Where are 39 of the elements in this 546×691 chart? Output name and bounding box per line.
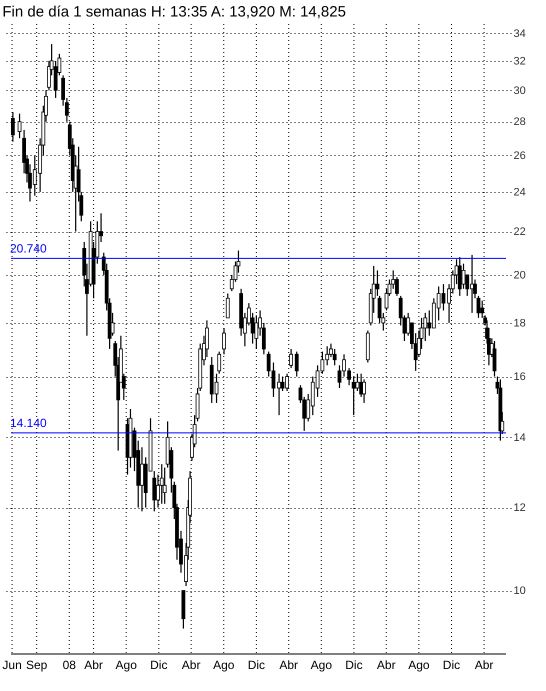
x-tick-label: Abr: [376, 658, 396, 672]
y-tick-label: 28: [514, 116, 526, 128]
y-tick-label: 26: [514, 150, 526, 162]
x-tick-label: Abr: [182, 658, 200, 672]
x-tick-label: Abr: [474, 658, 494, 672]
y-tick-label: 24: [514, 186, 526, 198]
ref-line-label: 20.740: [10, 241, 48, 256]
y-tick-label: 30: [514, 84, 526, 97]
x-tick-label: Ago: [310, 658, 332, 672]
x-tick-label: Dic: [150, 658, 168, 672]
x-tick-label: Jun: [2, 658, 22, 672]
candlestick: [162, 467, 167, 504]
candlestick: [254, 314, 258, 350]
x-tick-label: Ago: [408, 658, 430, 672]
y-tick-label: 20: [514, 269, 526, 282]
y-tick-label: 22: [514, 226, 526, 238]
x-tick-label: Dic: [345, 658, 363, 672]
x-tick-label: Sep: [26, 658, 48, 672]
y-tick-label: 18: [514, 317, 526, 330]
candlestick: [362, 378, 366, 404]
y-tick-label: 34: [514, 28, 526, 40]
candlestick: [462, 263, 466, 290]
candlestick: [294, 351, 299, 378]
y-tick-label: 14: [514, 432, 526, 444]
ref-line-label: 14.140: [10, 416, 48, 430]
x-tick-label: Ago: [116, 658, 138, 672]
candlestick: [217, 351, 222, 374]
x-tick-label: Dic: [442, 658, 460, 672]
x-tick-label: Abr: [279, 658, 298, 672]
x-tick-label: Dic: [248, 658, 266, 672]
y-tick-label: 32: [514, 55, 526, 68]
y-tick-label: 12: [514, 502, 526, 514]
y-tick-label: 10: [514, 585, 526, 598]
y-tick-label: 16: [514, 371, 526, 384]
x-tick-label: 08: [62, 658, 76, 672]
x-tick-label: Ago: [213, 658, 235, 672]
chart-title: Fin de día 1 semanas H: 13:35 A: 13,920 M: 14,825: [2, 4, 346, 20]
candlestick: [458, 256, 462, 296]
x-tick-label: Abr: [84, 658, 103, 672]
